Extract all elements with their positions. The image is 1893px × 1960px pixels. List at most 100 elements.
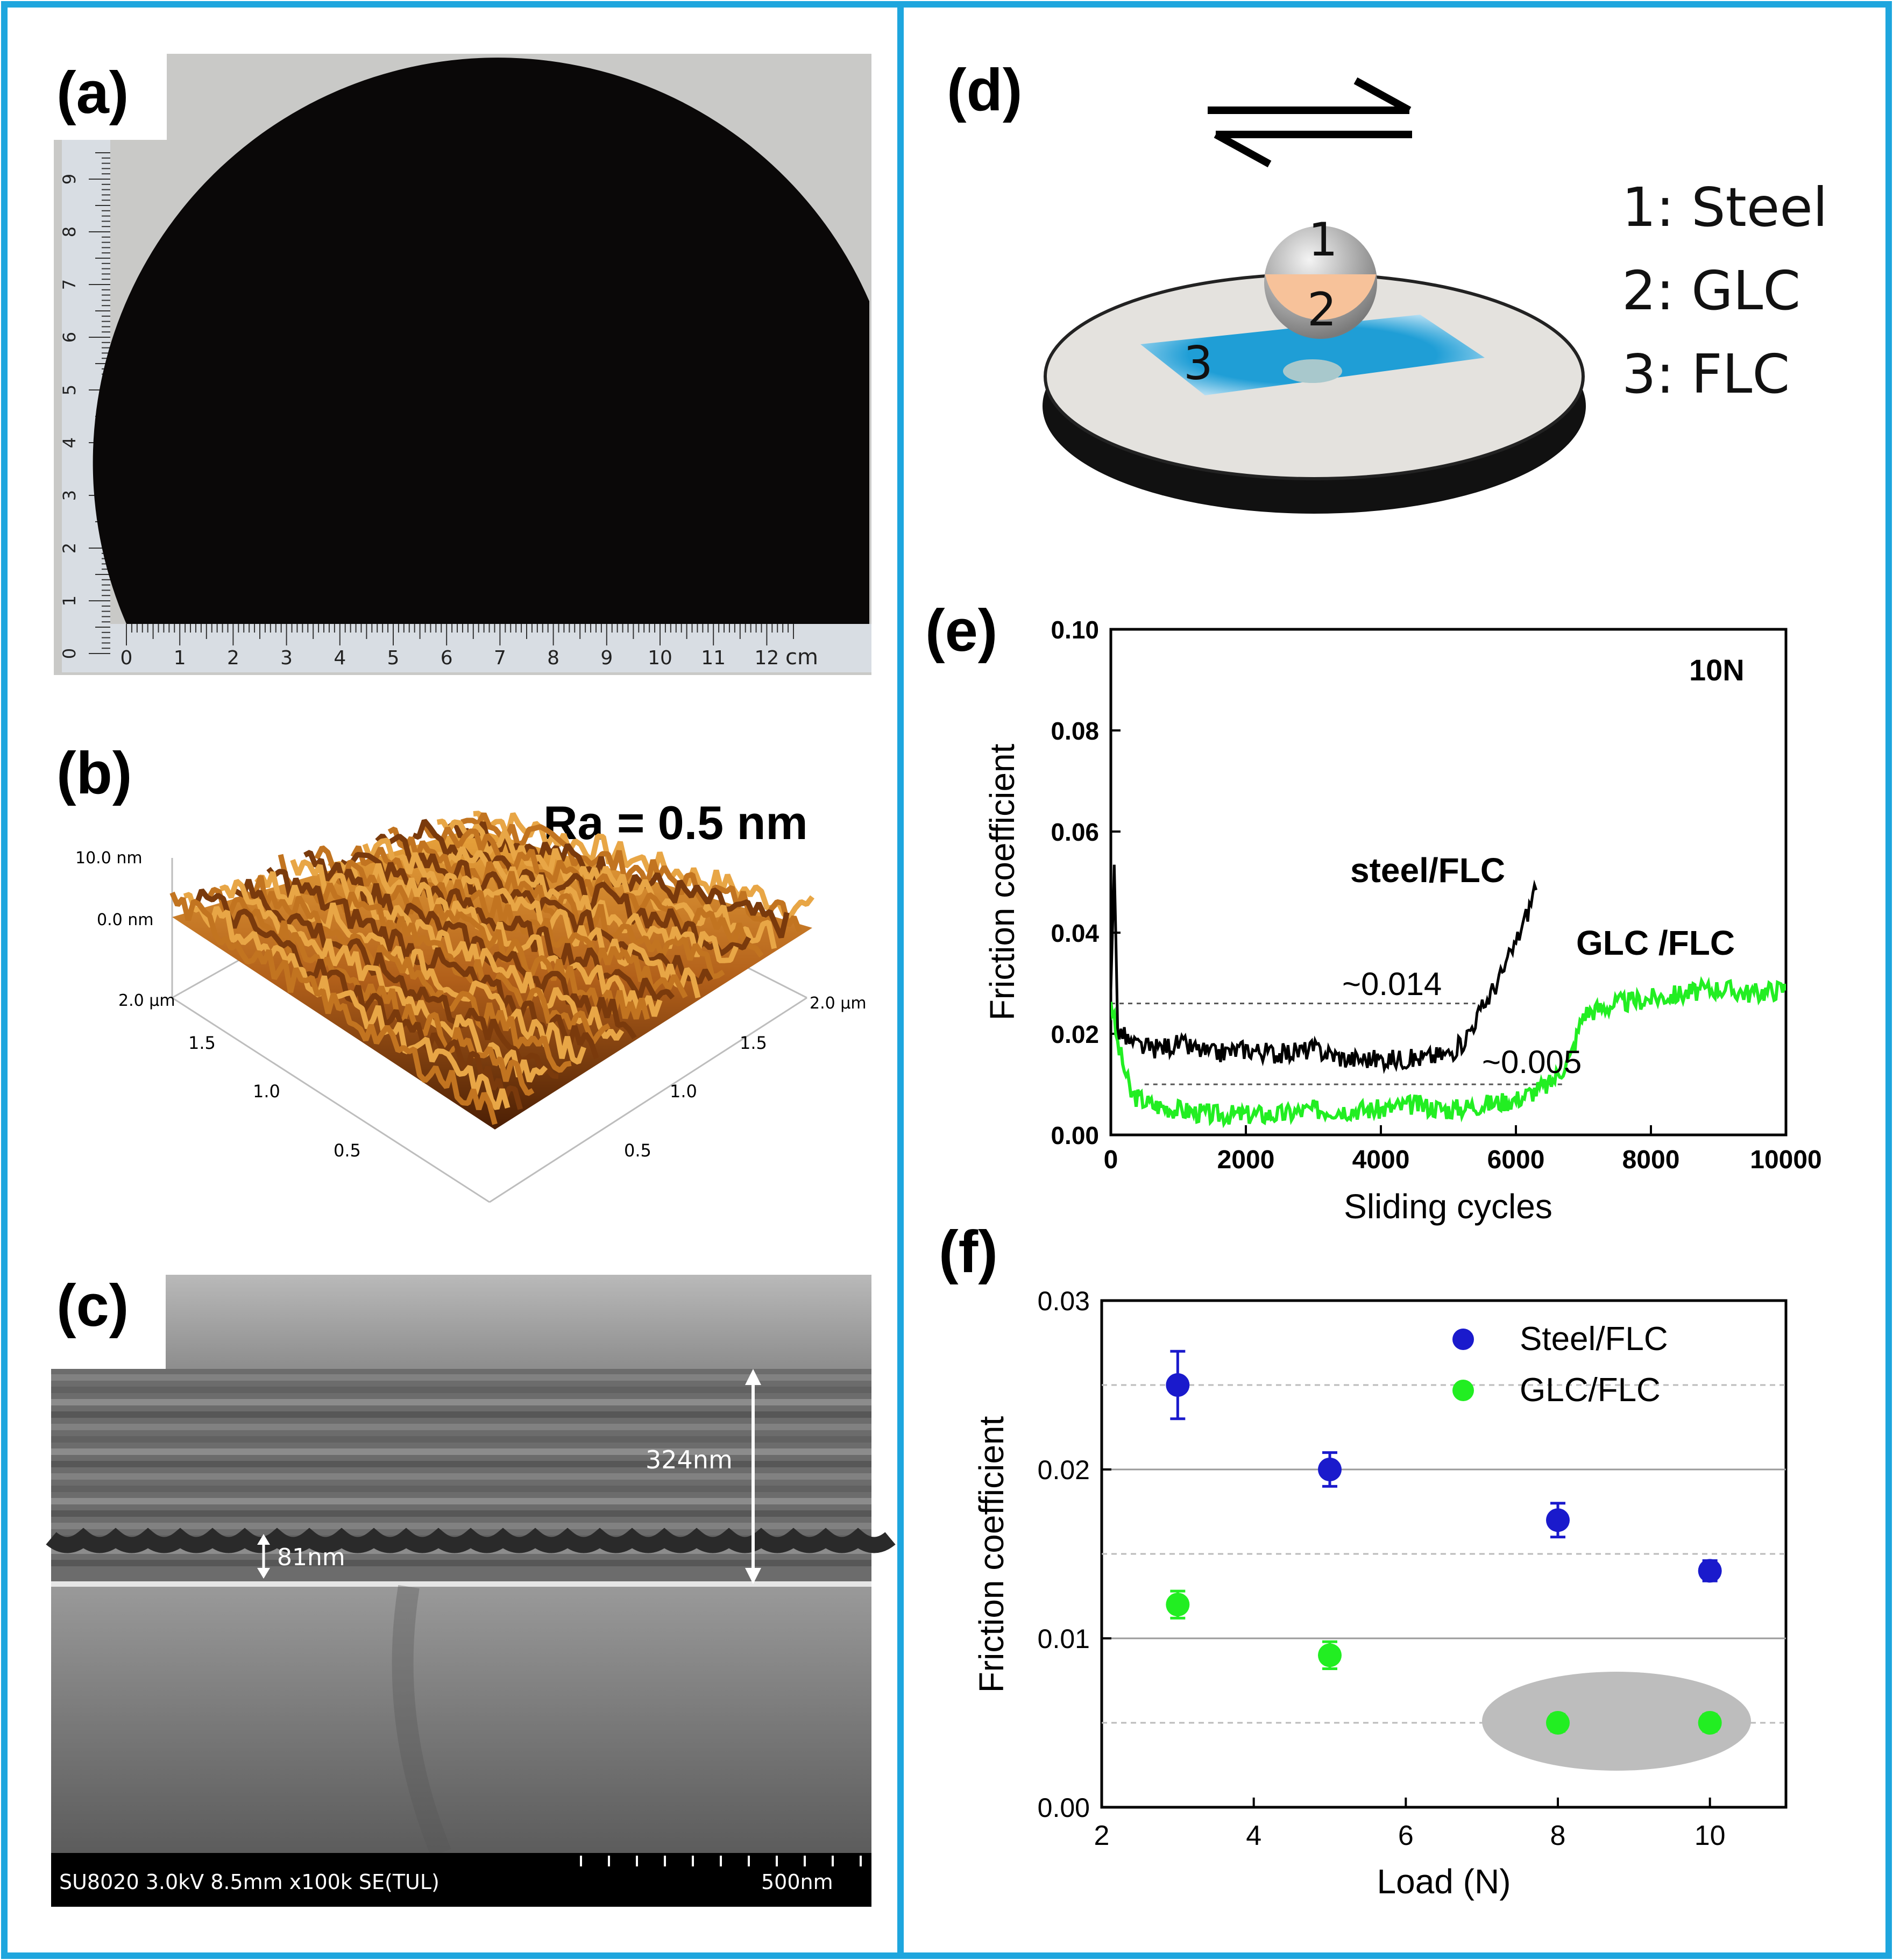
sem-substrate bbox=[51, 1584, 871, 1853]
data-point bbox=[1166, 1373, 1190, 1397]
arrow-head-up bbox=[745, 1369, 761, 1385]
afm-ridge bbox=[314, 845, 650, 1020]
left-axis-tick: 2.0 µm bbox=[118, 991, 175, 1010]
ruler-number: 2 bbox=[59, 543, 80, 553]
plot-area bbox=[1109, 628, 1788, 1137]
x-tick-label: 8000 bbox=[1622, 1146, 1680, 1174]
ruler-number: 8 bbox=[59, 226, 80, 237]
legend-steel: Steel/FLC bbox=[1520, 1320, 1668, 1358]
panel-a-label: (a) bbox=[56, 60, 129, 126]
thickness-label: 324nm bbox=[646, 1445, 733, 1474]
panel-b-label: (b) bbox=[56, 740, 132, 806]
y-axis-label: Friction coefficient bbox=[972, 1416, 1011, 1693]
sem-layer bbox=[51, 1461, 871, 1467]
sem-layer bbox=[51, 1486, 871, 1492]
data-points bbox=[1166, 1350, 1722, 1735]
ruler-number: 2 bbox=[227, 647, 239, 669]
ruler-number: 4 bbox=[334, 647, 346, 669]
afm-ridge bbox=[339, 851, 675, 1002]
data-point bbox=[1318, 1458, 1342, 1481]
sem-layer bbox=[51, 1473, 871, 1480]
y-tick-label: 0.10 bbox=[1051, 616, 1099, 644]
ruler-number: 0 bbox=[120, 647, 133, 669]
afm-ridge bbox=[473, 811, 814, 920]
sem-info-bar bbox=[51, 1853, 871, 1907]
ruler-number: 6 bbox=[59, 332, 80, 343]
series-glc-flc bbox=[1111, 976, 1786, 1128]
annotation-0005: ~0.005 bbox=[1482, 1044, 1582, 1080]
ruler-number: 7 bbox=[59, 279, 80, 290]
reference-lines bbox=[1111, 1003, 1563, 1085]
left-axis-tick: 0.5 bbox=[334, 1140, 361, 1161]
panel-d-label: (d) bbox=[947, 57, 1022, 123]
x-tick-label: 4000 bbox=[1352, 1146, 1410, 1174]
ruler-number: 7 bbox=[494, 647, 506, 669]
ball-number: 3 bbox=[1183, 337, 1213, 390]
y-tick-label: 0.01 bbox=[1038, 1624, 1090, 1654]
left-axis-tick: 1.5 bbox=[188, 1033, 216, 1053]
z-tick: 10.0 nm bbox=[75, 849, 143, 868]
horizontal-ruler bbox=[110, 624, 871, 672]
ruler-number: 5 bbox=[387, 647, 400, 669]
afm-ridge bbox=[169, 891, 498, 1125]
afm-ridge bbox=[290, 858, 625, 1041]
sem-layer bbox=[51, 1411, 871, 1418]
z-tick: 0.0 nm bbox=[97, 911, 153, 929]
ruler-number: 8 bbox=[547, 647, 559, 669]
y-axis-label: Friction coefficient bbox=[983, 743, 1022, 1020]
grid-lines bbox=[1102, 1384, 1786, 1724]
ruler-number: 1 bbox=[59, 595, 80, 606]
ruler-number: 9 bbox=[59, 174, 80, 184]
series-label-glc: GLC /FLC bbox=[1576, 924, 1735, 962]
ruler-number: 12 bbox=[754, 647, 779, 669]
sem-layer bbox=[51, 1399, 871, 1405]
series-label-steel: steel/FLC bbox=[1350, 851, 1505, 890]
panel-d: (d) 1 2 3 1: Steel 2: GLC 3: FLC bbox=[947, 57, 1828, 514]
afm-ridge bbox=[183, 892, 511, 1110]
flc-film bbox=[1140, 315, 1485, 395]
period-arrow-up bbox=[257, 1534, 270, 1545]
highlight-region bbox=[1482, 1672, 1751, 1771]
left-axis-tick: 1.0 bbox=[253, 1081, 280, 1102]
scale-bar-label: 500nm bbox=[761, 1870, 833, 1894]
wear-scar bbox=[1283, 359, 1342, 383]
scale-bar bbox=[580, 1856, 862, 1866]
y-tick-label: 0.00 bbox=[1038, 1793, 1090, 1823]
y-tick-label: 0.06 bbox=[1051, 818, 1099, 846]
x-tick-label: 0 bbox=[1104, 1146, 1118, 1174]
ruler-number: 10 bbox=[648, 647, 672, 669]
legend-glc: GLC/FLC bbox=[1520, 1372, 1661, 1409]
sem-layer bbox=[51, 1523, 871, 1529]
ruler-number: 6 bbox=[441, 647, 453, 669]
material-legend-item: 3: FLC bbox=[1622, 343, 1790, 406]
annotation-0014: ~0.014 bbox=[1342, 966, 1442, 1002]
label-c-box bbox=[51, 1267, 166, 1369]
sem-layer bbox=[51, 1436, 871, 1443]
sem-layer bbox=[51, 1510, 871, 1517]
y-tick-label: 0.08 bbox=[1051, 717, 1099, 745]
sem-info: SU8020 3.0kV 8.5mm x100k SE(TUL) bbox=[59, 1870, 439, 1894]
x-tick-label: 8 bbox=[1550, 1820, 1566, 1851]
y-tick-label: 0.02 bbox=[1051, 1020, 1099, 1048]
data-point bbox=[1166, 1593, 1190, 1617]
x-axis-label: Sliding cycles bbox=[1344, 1187, 1552, 1226]
legend-marker-steel bbox=[1452, 1329, 1474, 1350]
x-tick-label: 6000 bbox=[1487, 1146, 1545, 1174]
period-arrow-down bbox=[257, 1568, 270, 1579]
axis-ticks: 2 4 6 8 10 0.00 0.01 0.02 0.03 bbox=[1038, 1286, 1726, 1851]
right-axis-tick: 2.0 µm bbox=[810, 994, 867, 1013]
ruler-number: 3 bbox=[280, 647, 293, 669]
sem-layer bbox=[51, 1448, 871, 1455]
x-tick-label: 6 bbox=[1398, 1820, 1414, 1851]
sem-layer bbox=[51, 1387, 871, 1393]
x-axis-label: Load (N) bbox=[1377, 1862, 1511, 1901]
sem-layers bbox=[46, 1374, 896, 1566]
x-tick-label: 2000 bbox=[1217, 1146, 1275, 1174]
label-a-box bbox=[54, 54, 167, 140]
sem-shadow bbox=[392, 1585, 451, 1857]
x-tick-label: 10000 bbox=[1750, 1146, 1821, 1174]
data-point bbox=[1318, 1643, 1342, 1667]
x-tick-label: 4 bbox=[1246, 1820, 1261, 1851]
